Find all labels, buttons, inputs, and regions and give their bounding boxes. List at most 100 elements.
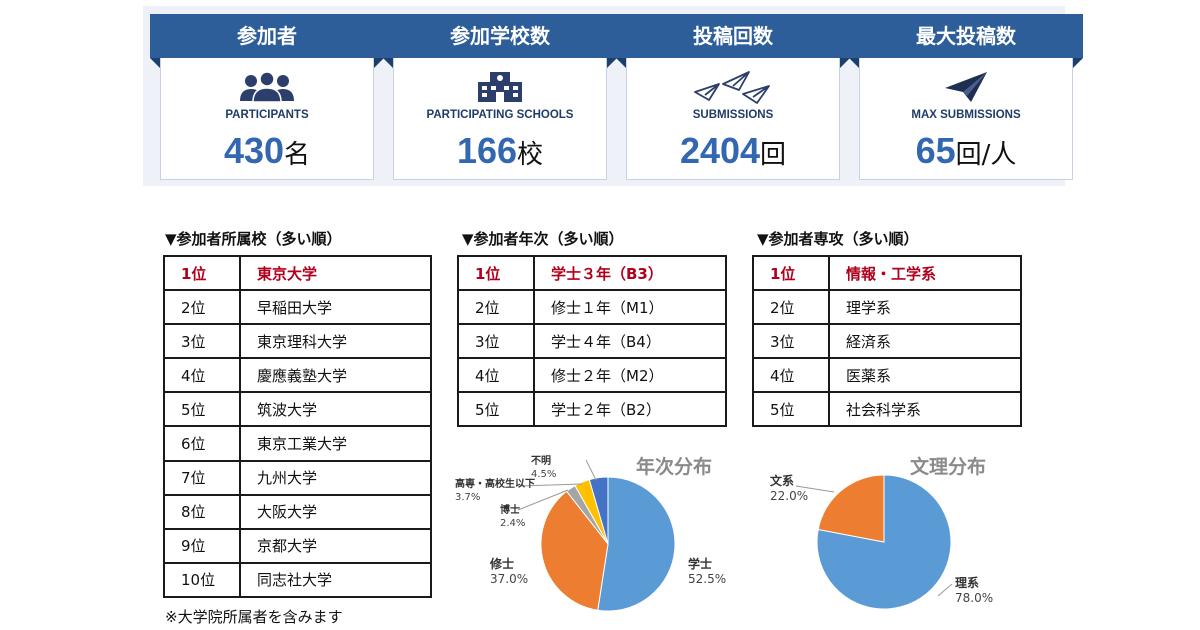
slice-name: 高専・高校生以下 [455,479,535,490]
table-row: 7位 九州大学 [163,459,432,496]
years-ranking-title: ▼参加者年次（多い順） [462,230,624,248]
table-row: 6位 東京工業大学 [163,425,432,462]
stat-card-ribbon [616,14,850,68]
rank-cell: 4位 [163,357,241,394]
stat-card-schools: 参加学校数 PARTICIPATING SCHOOLS 166校 [383,14,617,182]
school-cell: 九州大学 [239,459,432,496]
slice-name: 理系 [955,576,980,590]
science-label-humanities: 文系 22.0% [770,474,808,504]
stat-en-label: SUBMISSIONS [692,109,774,121]
major-cell: 理学系 [828,289,1022,326]
slice-name: 学士 [688,557,713,571]
slice-value: 22.0% [770,489,809,503]
school-cell: 東京理科大学 [239,323,432,360]
stat-value: 166 [456,130,518,171]
school-cell: 東京工業大学 [239,425,432,462]
rank-cell: 2位 [752,289,830,326]
rank-cell: 4位 [457,357,535,394]
table-row: 4位 医薬系 [752,357,1022,394]
rank-cell: 2位 [457,289,535,326]
rank-cell: 10位 [163,561,241,598]
table-row: 1位 情報・工学系 [752,254,1022,292]
slice-name: 不明 [531,456,551,467]
rank-cell: 7位 [163,459,241,496]
table-row: 2位 修士１年（M1） [457,289,727,326]
table-row: 2位 早稲田大学 [163,289,432,326]
stat-unit: 名 [284,140,311,170]
science-label-science: 理系 78.0% [955,576,993,606]
year-pie-title: 年次分布 [636,456,713,478]
majors-ranking-title: ▼参加者専攻（多い順） [757,230,919,248]
year-label-master: 修士 37.0% [490,557,528,587]
major-cell: 経済系 [828,323,1022,360]
year-label-kosen: 高専・高校生以下 3.7% [455,479,535,504]
table-row: 5位 学士２年（B2） [457,391,727,428]
pie-slice-理系 [816,474,952,610]
stat-card-ribbon [849,14,1083,68]
stat-value-row: 65回/人 [849,130,1083,172]
stat-title: 参加者 [237,24,297,48]
major-cell: 医薬系 [828,357,1022,394]
schools-ranking-table: 1位 東京大学 2位 早稲田大学 3位 東京理科大学 4位 慶應義塾大学 5位 筑波大学 … [163,254,432,598]
year-label-unknown: 不明 4.5% [531,456,556,481]
slice-value: 37.0% [490,572,529,586]
year-cell: 修士２年（M2） [533,357,727,394]
table-row: 9位 京都大学 [163,527,432,564]
stat-value-row: 430名 [150,130,384,172]
slice-value: 78.0% [955,591,994,605]
stat-unit: 回/人 [955,140,1017,170]
stat-value: 2404 [679,130,761,171]
year-cell: 学士３年（B3） [533,254,727,292]
year-cell: 学士２年（B2） [533,391,727,428]
table-row: 3位 東京理科大学 [163,323,432,360]
table-row: 2位 理学系 [752,289,1022,326]
major-cell: 社会科学系 [828,391,1022,428]
schools-ranking-title: ▼参加者所属校（多い順） [165,230,342,248]
school-cell: 筑波大学 [239,391,432,428]
table-row: 1位 学士３年（B3） [457,254,727,292]
people-icon [150,70,384,104]
table-row: 1位 東京大学 [163,254,432,292]
rank-cell: 5位 [752,391,830,428]
slice-value: 4.5% [531,468,557,480]
science-humanities-pie [816,474,952,610]
rank-cell: 3位 [457,323,535,360]
year-distribution-pie [540,476,676,612]
stat-card-submissions: 投稿回数 SUBMISSIONS 2404回 [616,14,850,182]
stat-value-row: 2404回 [616,130,850,172]
slice-value: 2.4% [500,517,526,529]
stat-value-row: 166校 [383,130,617,172]
slice-name: 修士 [490,557,515,571]
table-row: 5位 社会科学系 [752,391,1022,428]
stat-title: 最大投稿数 [916,24,1016,48]
paper-planes-icon [616,70,850,104]
rank-cell: 5位 [163,391,241,428]
year-cell: 学士４年（B4） [533,323,727,360]
school-cell: 東京大学 [239,254,432,292]
table-row: 3位 経済系 [752,323,1022,360]
rank-cell: 5位 [457,391,535,428]
stat-title: 投稿回数 [693,24,773,48]
table-row: 4位 慶應義塾大学 [163,357,432,394]
science-pie-title: 文理分布 [910,456,987,478]
stat-en-label: PARTICIPANTS [225,109,309,121]
rank-cell: 1位 [163,254,241,292]
table-row: 5位 筑波大学 [163,391,432,428]
rank-cell: 1位 [457,254,535,292]
slice-name: 博士 [500,505,520,516]
years-ranking-table: 1位 学士３年（B3） 2位 修士１年（M1） 3位 学士４年（B4） 4位 修士２年（… [457,254,727,428]
stat-card-max-submissions: 最大投稿数 MAX SUBMISSIONS 65回/人 [849,14,1083,182]
table-row: 4位 修士２年（M2） [457,357,727,394]
rank-cell: 8位 [163,493,241,530]
stat-title: 参加学校数 [450,24,550,48]
stat-card-ribbon [150,14,384,68]
school-cell: 同志社大学 [239,561,432,598]
school-cell: 京都大学 [239,527,432,564]
pie-slice-学士 [597,476,676,612]
year-cell: 修士１年（M1） [533,289,727,326]
stat-card-ribbon [383,14,617,68]
stat-unit: 回 [760,140,787,170]
stat-card-participants: 参加者 PARTICIPANTS 430名 [150,14,384,182]
table-row: 10位 同志社大学 [163,561,432,598]
table-row: 3位 学士４年（B4） [457,323,727,360]
